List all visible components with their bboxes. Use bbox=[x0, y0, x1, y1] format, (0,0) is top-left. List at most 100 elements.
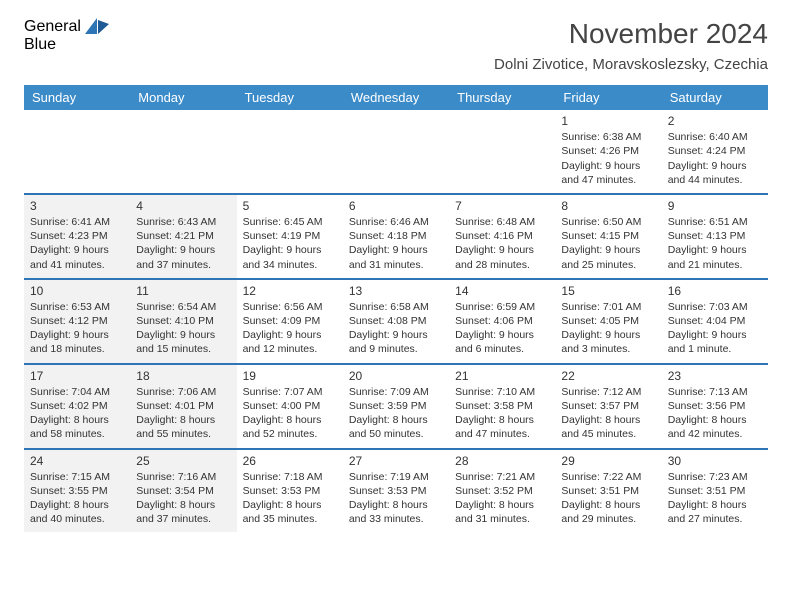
weekday-header: Wednesday bbox=[343, 85, 449, 110]
sunset-text: Sunset: 4:04 PM bbox=[668, 314, 762, 328]
day-number: 1 bbox=[561, 113, 655, 129]
day-cell: 5Sunrise: 6:45 AMSunset: 4:19 PMDaylight… bbox=[237, 195, 343, 278]
week-row: 17Sunrise: 7:04 AMSunset: 4:02 PMDayligh… bbox=[24, 363, 768, 448]
day-cell: 23Sunrise: 7:13 AMSunset: 3:56 PMDayligh… bbox=[662, 365, 768, 448]
weekday-header: Tuesday bbox=[237, 85, 343, 110]
daylight-text: Daylight: 9 hours and 12 minutes. bbox=[243, 328, 337, 356]
daylight-text: Daylight: 8 hours and 50 minutes. bbox=[349, 413, 443, 441]
daylight-text: Daylight: 8 hours and 58 minutes. bbox=[30, 413, 124, 441]
day-number: 25 bbox=[136, 453, 230, 469]
day-cell: 28Sunrise: 7:21 AMSunset: 3:52 PMDayligh… bbox=[449, 450, 555, 533]
sunset-text: Sunset: 3:59 PM bbox=[349, 399, 443, 413]
sunset-text: Sunset: 3:52 PM bbox=[455, 484, 549, 498]
day-number: 14 bbox=[455, 283, 549, 299]
sunrise-text: Sunrise: 7:18 AM bbox=[243, 470, 337, 484]
day-number: 12 bbox=[243, 283, 337, 299]
sunrise-text: Sunrise: 6:48 AM bbox=[455, 215, 549, 229]
sunset-text: Sunset: 3:57 PM bbox=[561, 399, 655, 413]
sunset-text: Sunset: 4:00 PM bbox=[243, 399, 337, 413]
weekday-header: Sunday bbox=[24, 85, 130, 110]
daylight-text: Daylight: 8 hours and 31 minutes. bbox=[455, 498, 549, 526]
sunrise-text: Sunrise: 7:21 AM bbox=[455, 470, 549, 484]
sunset-text: Sunset: 4:10 PM bbox=[136, 314, 230, 328]
sunset-text: Sunset: 3:54 PM bbox=[136, 484, 230, 498]
sunset-text: Sunset: 3:53 PM bbox=[243, 484, 337, 498]
sunrise-text: Sunrise: 6:51 AM bbox=[668, 215, 762, 229]
day-number: 20 bbox=[349, 368, 443, 384]
sunrise-text: Sunrise: 7:13 AM bbox=[668, 385, 762, 399]
sunset-text: Sunset: 4:16 PM bbox=[455, 229, 549, 243]
daylight-text: Daylight: 9 hours and 44 minutes. bbox=[668, 159, 762, 187]
sunset-text: Sunset: 4:26 PM bbox=[561, 144, 655, 158]
daylight-text: Daylight: 8 hours and 42 minutes. bbox=[668, 413, 762, 441]
day-number: 16 bbox=[668, 283, 762, 299]
month-title: November 2024 bbox=[494, 18, 768, 50]
sunset-text: Sunset: 4:02 PM bbox=[30, 399, 124, 413]
sunrise-text: Sunrise: 6:59 AM bbox=[455, 300, 549, 314]
daylight-text: Daylight: 9 hours and 28 minutes. bbox=[455, 243, 549, 271]
day-number: 30 bbox=[668, 453, 762, 469]
day-number: 11 bbox=[136, 283, 230, 299]
sunrise-text: Sunrise: 7:16 AM bbox=[136, 470, 230, 484]
daylight-text: Daylight: 8 hours and 29 minutes. bbox=[561, 498, 655, 526]
daylight-text: Daylight: 9 hours and 21 minutes. bbox=[668, 243, 762, 271]
daylight-text: Daylight: 8 hours and 37 minutes. bbox=[136, 498, 230, 526]
day-cell: 11Sunrise: 6:54 AMSunset: 4:10 PMDayligh… bbox=[130, 280, 236, 363]
calendar-page: General Blue November 2024 Dolni Zivotic… bbox=[0, 0, 792, 542]
day-number: 6 bbox=[349, 198, 443, 214]
sunrise-text: Sunrise: 7:03 AM bbox=[668, 300, 762, 314]
weekday-header: Saturday bbox=[662, 85, 768, 110]
empty-cell bbox=[449, 110, 555, 193]
daylight-text: Daylight: 9 hours and 1 minute. bbox=[668, 328, 762, 356]
sunrise-text: Sunrise: 6:54 AM bbox=[136, 300, 230, 314]
weekday-header: Monday bbox=[130, 85, 236, 110]
day-cell: 19Sunrise: 7:07 AMSunset: 4:00 PMDayligh… bbox=[237, 365, 343, 448]
sunset-text: Sunset: 4:01 PM bbox=[136, 399, 230, 413]
header: General Blue November 2024 Dolni Zivotic… bbox=[24, 18, 768, 73]
sunset-text: Sunset: 4:13 PM bbox=[668, 229, 762, 243]
sunrise-text: Sunrise: 7:10 AM bbox=[455, 385, 549, 399]
sunrise-text: Sunrise: 7:12 AM bbox=[561, 385, 655, 399]
day-cell: 24Sunrise: 7:15 AMSunset: 3:55 PMDayligh… bbox=[24, 450, 130, 533]
sunset-text: Sunset: 4:23 PM bbox=[30, 229, 124, 243]
sunrise-text: Sunrise: 6:45 AM bbox=[243, 215, 337, 229]
week-row: 24Sunrise: 7:15 AMSunset: 3:55 PMDayligh… bbox=[24, 448, 768, 533]
title-block: November 2024 Dolni Zivotice, Moravskosl… bbox=[494, 18, 768, 73]
daylight-text: Daylight: 9 hours and 31 minutes. bbox=[349, 243, 443, 271]
day-number: 13 bbox=[349, 283, 443, 299]
sunset-text: Sunset: 4:08 PM bbox=[349, 314, 443, 328]
daylight-text: Daylight: 9 hours and 6 minutes. bbox=[455, 328, 549, 356]
sunrise-text: Sunrise: 7:06 AM bbox=[136, 385, 230, 399]
day-cell: 20Sunrise: 7:09 AMSunset: 3:59 PMDayligh… bbox=[343, 365, 449, 448]
day-cell: 7Sunrise: 6:48 AMSunset: 4:16 PMDaylight… bbox=[449, 195, 555, 278]
day-number: 29 bbox=[561, 453, 655, 469]
day-number: 8 bbox=[561, 198, 655, 214]
sunrise-text: Sunrise: 7:22 AM bbox=[561, 470, 655, 484]
weeks-container: 1Sunrise: 6:38 AMSunset: 4:26 PMDaylight… bbox=[24, 110, 768, 532]
sunrise-text: Sunrise: 6:41 AM bbox=[30, 215, 124, 229]
sunset-text: Sunset: 4:21 PM bbox=[136, 229, 230, 243]
sunset-text: Sunset: 4:05 PM bbox=[561, 314, 655, 328]
daylight-text: Daylight: 8 hours and 55 minutes. bbox=[136, 413, 230, 441]
sunrise-text: Sunrise: 7:23 AM bbox=[668, 470, 762, 484]
day-cell: 4Sunrise: 6:43 AMSunset: 4:21 PMDaylight… bbox=[130, 195, 236, 278]
daylight-text: Daylight: 9 hours and 41 minutes. bbox=[30, 243, 124, 271]
day-cell: 22Sunrise: 7:12 AMSunset: 3:57 PMDayligh… bbox=[555, 365, 661, 448]
daylight-text: Daylight: 9 hours and 47 minutes. bbox=[561, 159, 655, 187]
weekday-header: Thursday bbox=[449, 85, 555, 110]
day-cell: 27Sunrise: 7:19 AMSunset: 3:53 PMDayligh… bbox=[343, 450, 449, 533]
daylight-text: Daylight: 9 hours and 15 minutes. bbox=[136, 328, 230, 356]
sunset-text: Sunset: 3:55 PM bbox=[30, 484, 124, 498]
day-cell: 14Sunrise: 6:59 AMSunset: 4:06 PMDayligh… bbox=[449, 280, 555, 363]
day-cell: 3Sunrise: 6:41 AMSunset: 4:23 PMDaylight… bbox=[24, 195, 130, 278]
empty-cell bbox=[343, 110, 449, 193]
day-number: 22 bbox=[561, 368, 655, 384]
sunset-text: Sunset: 4:15 PM bbox=[561, 229, 655, 243]
sunrise-text: Sunrise: 6:56 AM bbox=[243, 300, 337, 314]
sunset-text: Sunset: 3:56 PM bbox=[668, 399, 762, 413]
daylight-text: Daylight: 8 hours and 52 minutes. bbox=[243, 413, 337, 441]
day-cell: 16Sunrise: 7:03 AMSunset: 4:04 PMDayligh… bbox=[662, 280, 768, 363]
day-number: 4 bbox=[136, 198, 230, 214]
daylight-text: Daylight: 8 hours and 33 minutes. bbox=[349, 498, 443, 526]
sunset-text: Sunset: 4:24 PM bbox=[668, 144, 762, 158]
